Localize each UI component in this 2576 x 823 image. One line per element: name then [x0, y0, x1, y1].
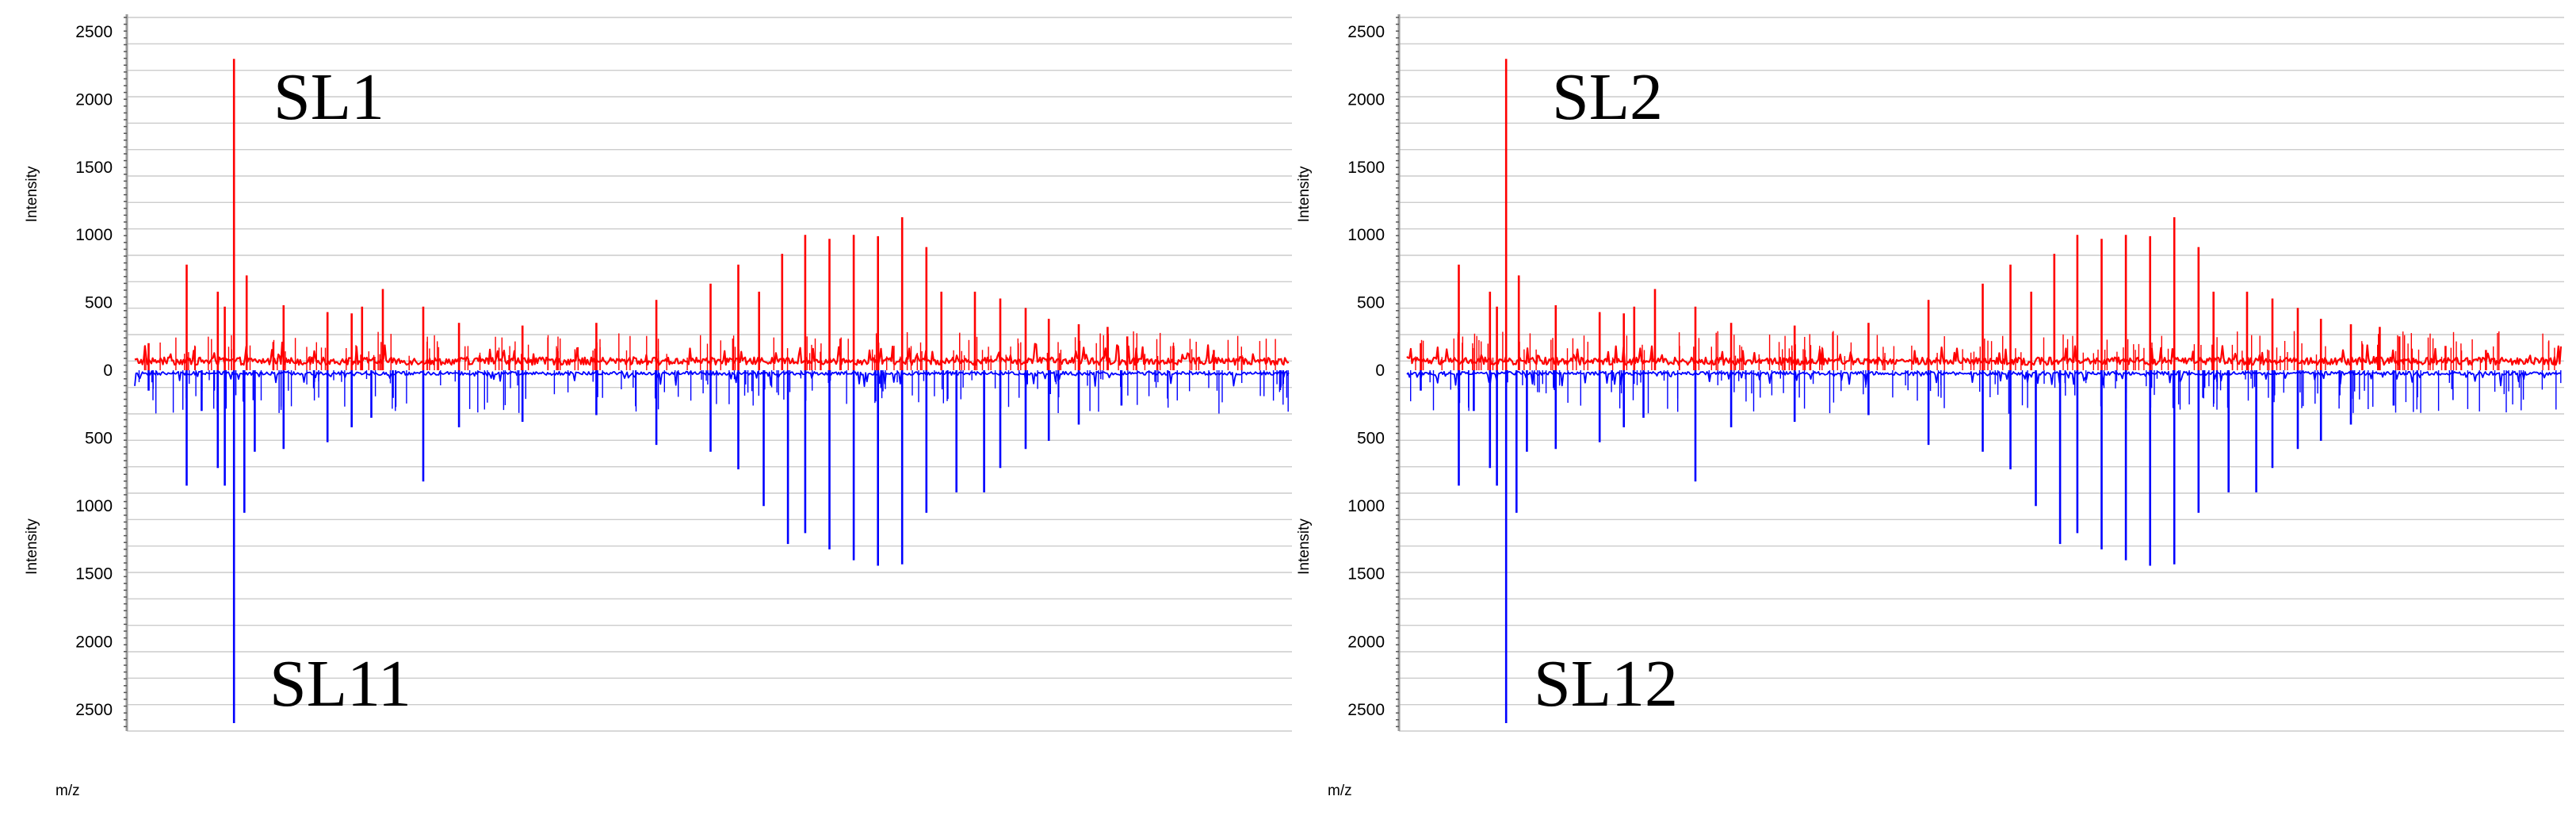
noise-trace-bottom: [134, 370, 1290, 388]
y-tick-label-top: 500: [85, 294, 113, 312]
y-tick-label-top: 2000: [1347, 90, 1385, 109]
grid-lines: [1399, 17, 2564, 732]
y-tick-label-bottom: 1500: [1347, 565, 1385, 584]
minor-spikes-top: [1415, 331, 2555, 370]
y-axis-minor-ticks: [1396, 17, 1399, 728]
y-tick-label-bottom: 2500: [75, 701, 113, 719]
minor-spikes-bottom: [138, 370, 1289, 414]
sample-label-top: SL2: [1552, 60, 1663, 134]
minor-spikes-bottom: [1409, 370, 2562, 414]
y-tick-label-bottom: 1500: [75, 565, 113, 584]
y-tick-label-top: 0: [103, 362, 113, 380]
sample-label-bottom: SL12: [1534, 647, 1678, 721]
y-tick-label-top: 2000: [75, 90, 113, 109]
mirror-spectrum-panel-left: 2500 2000 1500 1000 500 0 500 1000 1500 2000 2500 I…: [24, 14, 1292, 799]
mirror-spectrum-left: 2500 2000 1500 1000 500 0 500 1000 1500 2000 2500 I…: [24, 14, 1292, 799]
y-tick-label-bottom: 2000: [1347, 633, 1385, 651]
y-tick-label-top: 2500: [75, 23, 113, 41]
y-axis-title-bottom: Intensity: [24, 519, 40, 575]
y-tick-label-top: 1000: [1347, 226, 1385, 244]
y-axis-minor-ticks: [124, 17, 127, 728]
y-tick-label-bottom: 1000: [1347, 497, 1385, 515]
y-tick-label-bottom: 2500: [1347, 701, 1385, 719]
y-axis-title-top: Intensity: [24, 166, 40, 222]
y-tick-label-bottom: 500: [1357, 430, 1385, 448]
y-tick-label-top: 1000: [75, 226, 113, 244]
y-tick-label-bottom: 500: [85, 430, 113, 448]
mirror-spectrum-panel-right: 2500 2000 1500 1000 500 0 500 1000 1500 2000 2500 I…: [1272, 0, 2576, 823]
y-tick-label-top: 2500: [1347, 23, 1385, 41]
y-axis-title-top: Intensity: [1296, 166, 1313, 222]
y-tick-label-bottom: 2000: [75, 633, 113, 651]
x-axis-title: m/z: [1328, 783, 1352, 799]
sample-label-top: SL1: [273, 60, 384, 134]
minor-spikes-top: [143, 331, 1276, 370]
y-axis-title-bottom: Intensity: [1296, 519, 1313, 575]
mirror-spectrum-right: 2500 2000 1500 1000 500 0 500 1000 1500 2000 2500 I…: [1296, 14, 2564, 799]
noise-trace-top: [1406, 344, 2563, 366]
y-tick-label-top: 1500: [75, 159, 113, 177]
x-axis-title: m/z: [55, 783, 80, 799]
sample-label-bottom: SL11: [269, 647, 411, 721]
y-tick-label-top: 500: [1357, 294, 1385, 312]
y-tick-label-top: 1500: [1347, 159, 1385, 177]
y-tick-label-top: 0: [1375, 362, 1385, 380]
y-tick-label-bottom: 1000: [75, 497, 113, 515]
noise-trace-top: [134, 341, 1290, 366]
noise-trace-bottom: [1406, 370, 2562, 387]
